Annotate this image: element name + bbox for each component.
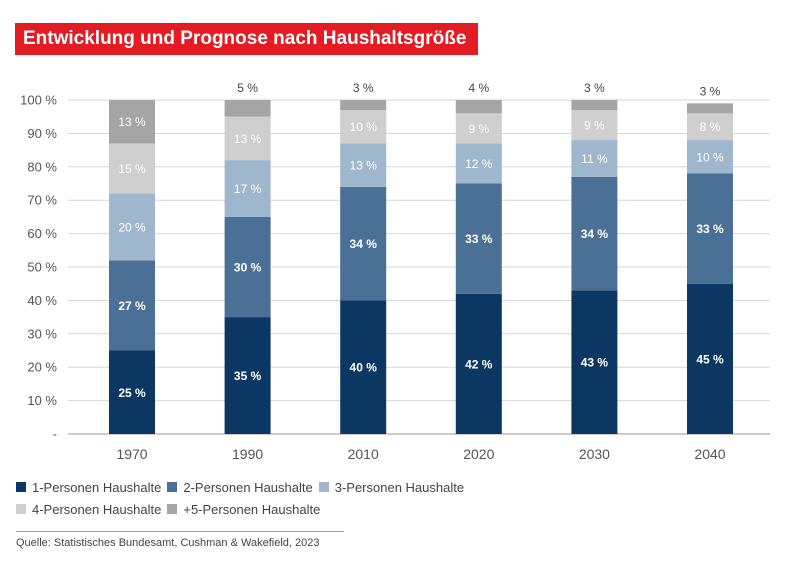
legend-item-1-personen: 1-Personen Haushalte (16, 480, 161, 495)
legend-swatch-1-personen (16, 482, 26, 492)
data-label-2-personen-haushalte-2040: 33 % (696, 222, 724, 236)
legend-item-5-personen: +5-Personen Haushalte (167, 502, 320, 517)
legend-row-1: 1-Personen Haushalte 2-Personen Haushalt… (16, 476, 470, 498)
bar-3-personen-haushalte-2010 (340, 143, 387, 187)
legend-swatch-4-personen (16, 504, 26, 514)
bar-1-personen-haushalte-2010 (340, 300, 387, 434)
data-label-5-personen-haushalte-2010: 3 % (353, 81, 374, 95)
data-label-4-personen-haushalte-2010: 10 % (350, 120, 378, 134)
data-label-3-personen-haushalte-2020: 12 % (465, 157, 493, 171)
bar-5-personen-haushalte-2040 (687, 103, 733, 114)
y-tick-label: 10 % (27, 393, 57, 408)
bar-2-personen-haushalte-2040 (687, 173, 733, 284)
y-tick-label: 20 % (27, 360, 57, 375)
bar-3-personen-haushalte-1970 (109, 193, 155, 261)
y-tick-label: 60 % (27, 226, 57, 241)
bar-3-personen-haushalte-2020 (455, 143, 502, 184)
bar-5-personen-haushalte-2020 (455, 100, 502, 114)
bar-1-personen-haushalte-2020 (455, 293, 502, 434)
bar-4-personen-haushalte-2030 (571, 110, 618, 141)
legend-label-2-personen: 2-Personen Haushalte (183, 479, 313, 495)
data-label-1-personen-haushalte-1990: 35 % (234, 369, 262, 383)
bar-2-personen-haushalte-1970 (109, 260, 155, 351)
bar-5-personen-haushalte-1990 (224, 100, 271, 117)
y-tick-label: 90 % (27, 126, 57, 141)
legend-swatch-2-personen (167, 482, 178, 492)
stacked-bar-chart: - 10 % 20 % 30 % 40 % 50 % 60 % 70 % 80 % 90 % 100… (20, 81, 770, 462)
data-label-5-personen-haushalte-2040: 3 % (700, 84, 721, 98)
bar-4-personen-haushalte-2020 (455, 113, 502, 144)
x-tick-label: 2010 (348, 446, 379, 462)
data-label-4-personen-haushalte-1990: 13 % (234, 132, 262, 146)
data-label-2-personen-haushalte-1970: 27 % (118, 299, 146, 313)
y-tick-label: 70 % (27, 193, 57, 208)
x-tick-label: 2020 (463, 446, 494, 462)
y-tick-label: 50 % (27, 260, 57, 275)
legend-swatch-3-personen (318, 482, 329, 492)
data-label-1-personen-haushalte-2030: 43 % (581, 356, 609, 370)
data-label-5-personen-haushalte-2030: 3 % (584, 81, 605, 95)
data-label-1-personen-haushalte-2020: 42 % (465, 357, 493, 371)
y-tick-label: 80 % (27, 159, 57, 174)
bar-2-personen-haushalte-2030 (571, 176, 618, 291)
bar-3-personen-haushalte-1990 (224, 160, 271, 217)
data-label-3-personen-haushalte-1990: 17 % (234, 182, 262, 196)
legend: 1-Personen Haushalte 2-Personen Haushalt… (16, 476, 470, 520)
source-note: Quelle: Statistisches Bundesamt, Cushman… (16, 537, 320, 549)
legend-label-1-personen: 1-Personen Haushalte (32, 479, 162, 495)
legend-row-2: 4-Personen Haushalte +5-Personen Haushal… (16, 498, 470, 520)
data-label-2-personen-haushalte-2020: 33 % (465, 232, 493, 246)
data-label-2-personen-haushalte-2010: 34 % (350, 237, 378, 251)
data-label-1-personen-haushalte-1970: 25 % (118, 386, 146, 400)
y-tick-label: 100 % (20, 93, 57, 108)
bar-3-personen-haushalte-2030 (571, 140, 618, 177)
bar-3-personen-haushalte-2040 (687, 140, 733, 174)
legend-item-4-personen: 4-Personen Haushalte (16, 502, 161, 517)
legend-label-5-personen: +5-Personen Haushalte (183, 501, 321, 517)
source-divider (16, 531, 344, 532)
data-label-5-personen-haushalte-2020: 4 % (468, 81, 489, 95)
legend-item-2-personen: 2-Personen Haushalte (167, 479, 313, 495)
x-tick-label: 2030 (579, 446, 610, 462)
chart-title: Entwicklung und Prognose nach Haushaltsg… (15, 23, 479, 55)
data-label-1-personen-haushalte-2040: 45 % (696, 352, 724, 366)
bar-2-personen-haushalte-1990 (224, 216, 271, 318)
data-label-2-personen-haushalte-1990: 30 % (234, 261, 262, 275)
y-tick-label: 40 % (27, 293, 57, 308)
data-label-4-personen-haushalte-2040: 8 % (700, 120, 721, 134)
bar-1-personen-haushalte-2030 (571, 290, 618, 434)
bar-4-personen-haushalte-2010 (340, 110, 387, 144)
data-label-4-personen-haushalte-2020: 9 % (468, 122, 489, 136)
bar-2-personen-haushalte-2010 (340, 186, 387, 301)
data-label-1-personen-haushalte-2010: 40 % (350, 361, 378, 375)
bar-2-personen-haushalte-2020 (455, 183, 502, 294)
data-label-3-personen-haushalte-2040: 10 % (696, 150, 724, 164)
data-label-4-personen-haushalte-2030: 9 % (584, 119, 605, 133)
bar-5-personen-haushalte-1970 (109, 100, 155, 144)
bar-1-personen-haushalte-1970 (109, 350, 155, 434)
data-label-3-personen-haushalte-1970: 20 % (118, 220, 146, 234)
bar-4-personen-haushalte-1990 (224, 116, 271, 161)
y-tick-label: 30 % (27, 326, 57, 341)
bar-1-personen-haushalte-1990 (224, 317, 271, 434)
bar-1-personen-haushalte-2040 (687, 283, 733, 434)
legend-swatch-5-personen (167, 504, 178, 514)
data-label-5-personen-haushalte-1990: 5 % (237, 81, 258, 95)
data-label-2-personen-haushalte-2030: 34 % (581, 227, 609, 241)
bar-5-personen-haushalte-2030 (571, 100, 618, 111)
bar-5-personen-haushalte-2010 (340, 100, 387, 111)
y-tick-label: - (53, 427, 57, 442)
legend-label-4-personen: 4-Personen Haushalte (32, 501, 162, 517)
data-label-5-personen-haushalte-1970: 13 % (118, 115, 146, 129)
data-label-4-personen-haushalte-1970: 15 % (118, 162, 146, 176)
x-tick-label: 1990 (232, 446, 263, 462)
x-tick-label: 1970 (116, 446, 147, 462)
bar-4-personen-haushalte-2040 (687, 113, 733, 141)
data-label-3-personen-haushalte-2010: 13 % (350, 159, 378, 173)
legend-label-3-personen: 3-Personen Haushalte (334, 479, 465, 495)
bar-4-personen-haushalte-1970 (109, 143, 155, 194)
x-tick-label: 2040 (694, 446, 725, 462)
legend-item-3-personen: 3-Personen Haushalte (318, 479, 465, 495)
data-label-3-personen-haushalte-2030: 11 % (581, 152, 608, 166)
